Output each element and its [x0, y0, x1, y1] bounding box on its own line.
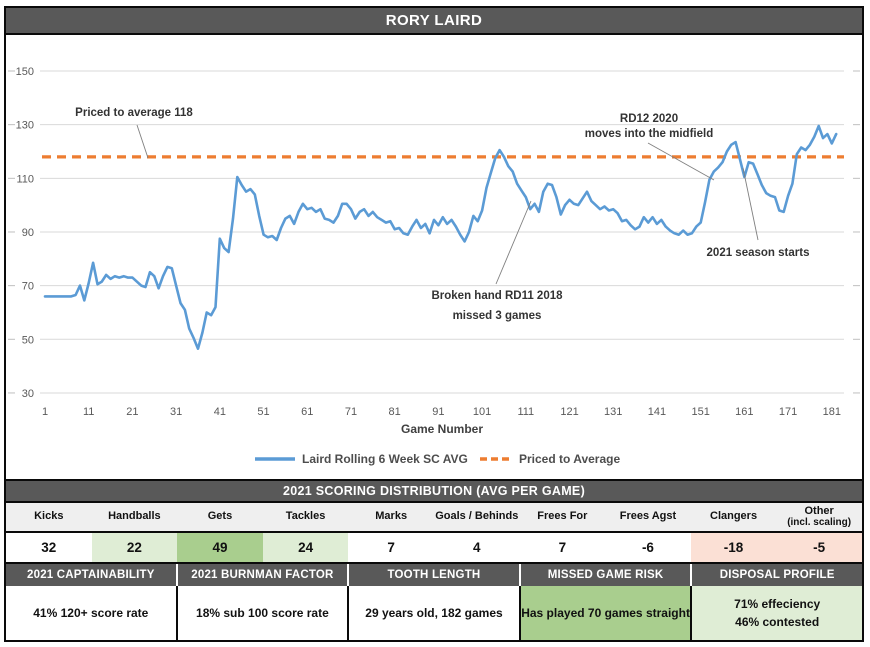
x-axis-tick-label: 121: [560, 406, 578, 418]
scoring-value-kicks: 32: [6, 533, 92, 562]
column-header: Frees Agst: [619, 510, 677, 523]
column-header: Frees For: [537, 510, 588, 523]
scoring-value-handballs: 22: [91, 533, 178, 562]
annotation-priced-to-average: Priced to average 118: [75, 107, 193, 159]
x-axis-tick-label: 11: [83, 406, 94, 418]
stats-header-missed-game: MISSED GAME RISK: [520, 564, 693, 586]
rolling-average-series-line: [43, 124, 838, 351]
stats-value-missed-game: Has played 70 games straight: [520, 586, 693, 640]
x-axis-tick-label: 111: [517, 406, 534, 418]
x-axis-tick-label: 21: [126, 406, 138, 418]
x-axis-title: Game Number: [401, 422, 483, 436]
annotation-text: moves into the midfield: [585, 128, 713, 140]
page-title: RORY LAIRD: [6, 8, 862, 35]
scoring-value-clangers: -18: [690, 533, 777, 562]
y-axis-tick-label: 30: [22, 388, 34, 400]
stats-value-tooth-length: 29 years old, 182 games: [349, 586, 521, 640]
scoring-value-gets: 49: [177, 533, 263, 562]
player-card: RORY LAIRD 30 50 70 90 110 130 150 1 11 21 31 41 51 6…: [4, 6, 864, 642]
annotation-callout-line: [136, 124, 149, 159]
annotation-callout-line: [495, 200, 532, 285]
annotation-text: missed 3 games: [453, 310, 542, 322]
x-axis-tick-label: 141: [648, 406, 666, 418]
column-header: Kicks: [34, 510, 64, 523]
annotation-callout-line: [742, 167, 759, 241]
stats-value-burnman: 18% sub 100 score rate: [177, 586, 350, 640]
scoring-column-headers: Kicks Handballs Gets Tackles Marks Goals…: [6, 503, 862, 533]
scoring-value-tackles: 24: [262, 533, 349, 562]
x-axis-tick-label: 151: [691, 406, 709, 418]
y-axis-tick-label: 150: [16, 66, 34, 78]
scoring-distribution-header: 2021 SCORING DISTRIBUTION (AVG PER GAME): [6, 479, 862, 503]
y-axis-tick-label: 50: [22, 334, 34, 346]
x-axis-tick-label: 41: [214, 406, 226, 418]
rolling-average-chart: 30 50 70 90 110 130 150 1 11 21 31 41 51 61 71 81 91 101 1…: [6, 35, 862, 479]
legend-series-label: Laird Rolling 6 Week SC AVG: [302, 452, 468, 466]
x-axis-tick-label: 81: [389, 406, 401, 418]
stats-section-headers: 2021 CAPTAINABILITY 2021 BURNMAN FACTOR …: [6, 564, 862, 586]
column-header: Handballs: [108, 510, 161, 523]
stats-values-row: 41% 120+ score rate 18% sub 100 score ra…: [6, 586, 862, 640]
stats-value-disposal: 71% effeciency 46% contested: [692, 586, 862, 640]
y-axis-tick-label: 110: [16, 173, 34, 185]
annotation-text: 2021 season starts: [707, 247, 810, 259]
stats-header-burnman: 2021 BURNMAN FACTOR: [177, 564, 350, 586]
x-axis-tick-label: 1: [42, 406, 48, 418]
column-header: Gets: [207, 510, 233, 523]
scoring-value-frees-for: 7: [519, 533, 606, 562]
scoring-value-other: -5: [776, 533, 862, 562]
annotation-broken-hand: Broken hand RD11 2018 missed 3 games: [431, 200, 563, 322]
annotation-text: Priced to average 118: [75, 107, 193, 119]
column-header: Goals / Behinds: [435, 510, 519, 523]
y-axis-tick-label: 90: [22, 227, 34, 239]
x-axis-tick-label: 31: [170, 406, 182, 418]
x-axis-tick-label: 51: [257, 406, 269, 418]
x-axis-tick-label: 171: [779, 406, 797, 418]
y-axis-tick-label: 130: [16, 120, 34, 132]
x-axis-tick-label: 131: [604, 406, 622, 418]
x-axis-tick-label: 181: [823, 406, 841, 418]
x-axis-tick-label: 101: [473, 406, 491, 418]
x-axis-tick-label: 161: [735, 406, 753, 418]
x-axis-tick-label: 91: [432, 406, 444, 418]
x-axis-tick-label: 61: [301, 406, 313, 418]
annotation-text: Broken hand RD11 2018: [431, 290, 563, 302]
stats-value-captainability: 41% 120+ score rate: [6, 586, 178, 640]
annotation-rd12-2020: RD12 2020 moves into the midfield: [585, 113, 715, 181]
scoring-values-row: 32 22 49 24 7 4 7 -6 -18 -5: [6, 533, 862, 564]
scoring-value-frees-agst: -6: [605, 533, 691, 562]
annotation-text: RD12 2020: [620, 113, 678, 125]
legend-average-label: Priced to Average: [519, 452, 620, 466]
column-header: Tackles: [285, 510, 326, 523]
column-header: Marks: [375, 510, 408, 523]
annotation-2021-season: 2021 season starts: [707, 167, 810, 259]
column-header: Other (incl. scaling): [787, 504, 852, 528]
annotation-callout-line: [647, 142, 715, 181]
stats-header-disposal: DISPOSAL PROFILE: [692, 564, 862, 586]
stats-header-tooth-length: TOOTH LENGTH: [349, 564, 521, 586]
chart-legend: Laird Rolling 6 Week SC AVG Priced to Av…: [255, 452, 620, 466]
y-axis-tick-label: 70: [22, 281, 34, 293]
stats-header-captainability: 2021 CAPTAINABILITY: [6, 564, 178, 586]
scoring-value-goals: 4: [433, 533, 520, 562]
scoring-value-marks: 7: [348, 533, 434, 562]
x-axis-tick-label: 71: [345, 406, 357, 418]
column-header: Clangers: [710, 510, 758, 523]
